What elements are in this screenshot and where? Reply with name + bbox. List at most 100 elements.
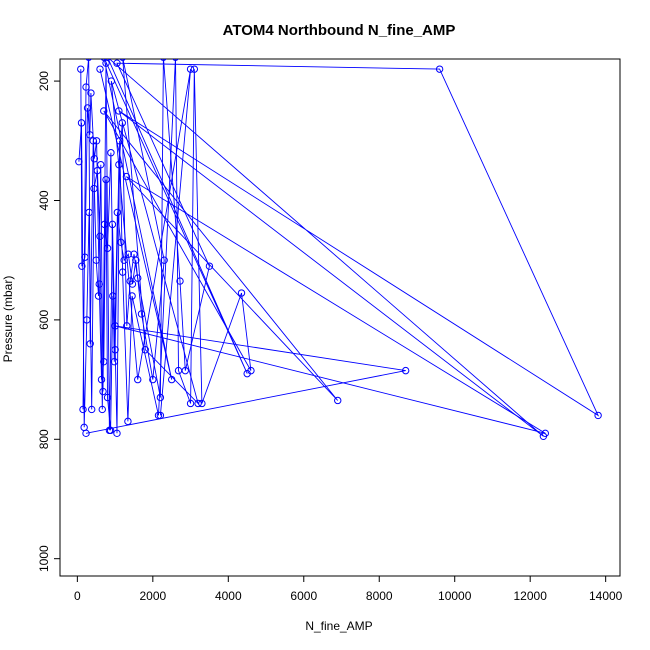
data-point <box>160 256 168 264</box>
data-point <box>94 292 103 300</box>
data-point <box>198 399 206 408</box>
data-point <box>119 59 126 61</box>
data-point <box>237 289 246 297</box>
data-point <box>154 411 163 420</box>
data-point <box>93 166 102 175</box>
data-point <box>106 426 115 435</box>
y-tick-label: 800 <box>37 429 51 449</box>
data-point <box>103 393 112 402</box>
x-tick-label: 8000 <box>366 589 393 603</box>
data-point <box>334 396 342 405</box>
data-point <box>90 184 98 193</box>
x-tick-label: 6000 <box>290 589 317 603</box>
y-axis-label: Pressure (mbar) <box>1 276 15 363</box>
data-point <box>87 89 95 97</box>
data-point <box>86 340 94 348</box>
data-point <box>99 387 107 396</box>
x-tick-label: 14000 <box>589 589 623 603</box>
data-point <box>96 232 104 241</box>
data-point <box>128 280 137 288</box>
x-tick-label: 4000 <box>215 589 242 603</box>
data-point <box>539 432 548 441</box>
data-point <box>194 399 202 408</box>
data-point <box>156 393 165 402</box>
data-point <box>77 65 85 73</box>
x-tick-label: 12000 <box>514 589 548 603</box>
series-group <box>79 59 549 438</box>
data-point <box>98 405 106 414</box>
data-point <box>435 65 444 73</box>
data-point <box>96 65 104 73</box>
data-point <box>107 77 116 85</box>
data-point <box>78 262 86 270</box>
data-point <box>113 59 121 67</box>
y-tick-label: 200 <box>37 71 51 91</box>
data-point <box>102 175 110 184</box>
x-tick-label: 0 <box>74 589 81 603</box>
data-point <box>156 411 165 420</box>
series-layer <box>75 59 602 441</box>
data-point <box>86 131 94 139</box>
data-point <box>100 357 108 366</box>
data-point <box>111 346 119 354</box>
data-point <box>83 104 92 112</box>
x-tick-label: 2000 <box>139 589 166 603</box>
data-point <box>141 346 149 354</box>
series-line <box>80 59 600 437</box>
data-point <box>190 65 199 73</box>
data-point <box>181 366 189 375</box>
data-point <box>117 238 125 246</box>
data-point <box>95 280 103 288</box>
y-tick-label: 400 <box>37 190 51 210</box>
data-point <box>594 411 602 420</box>
data-point <box>104 59 111 61</box>
data-point <box>149 375 157 384</box>
chart-title: ATOM4 Northbound N_fine_AMP <box>223 22 456 39</box>
series-group <box>75 59 202 432</box>
series-line <box>78 59 199 428</box>
data-point <box>85 208 93 217</box>
data-point <box>124 417 132 426</box>
y-axis: 200 400 600 800 1000 <box>37 71 61 572</box>
data-point <box>118 119 126 127</box>
data-point <box>401 366 410 375</box>
data-point <box>124 250 133 258</box>
y-tick-label: 1000 <box>37 545 51 572</box>
data-point <box>103 244 112 252</box>
data-point <box>100 220 109 229</box>
data-point <box>134 375 142 384</box>
x-axis-label: N_fine_AMP <box>305 619 372 633</box>
x-axis: 0 2000 4000 6000 8000 10000 12000 14000 <box>74 575 623 603</box>
data-point <box>172 59 179 61</box>
data-point <box>87 405 96 414</box>
data-point <box>77 119 86 127</box>
data-point <box>85 59 92 61</box>
data-point <box>110 357 119 366</box>
data-point <box>120 256 128 264</box>
data-point <box>123 322 131 330</box>
data-point <box>100 107 108 115</box>
data-point <box>132 256 140 264</box>
data-point <box>186 399 195 408</box>
plot-frame <box>59 58 621 577</box>
data-point <box>90 154 99 163</box>
data-point <box>83 316 91 324</box>
data-point <box>107 149 115 157</box>
data-point <box>137 310 146 318</box>
data-point <box>100 59 108 61</box>
data-point <box>243 369 251 378</box>
y-tick-label: 600 <box>37 310 51 330</box>
data-point <box>160 59 167 61</box>
data-point <box>79 405 87 414</box>
data-point <box>80 423 88 432</box>
data-point <box>176 277 184 285</box>
data-point <box>92 137 101 145</box>
data-point <box>82 83 90 91</box>
series-line <box>82 59 546 434</box>
data-point <box>205 262 214 270</box>
data-point <box>113 429 121 438</box>
data-point <box>186 65 195 73</box>
data-point <box>113 208 122 217</box>
data-point <box>97 160 105 169</box>
